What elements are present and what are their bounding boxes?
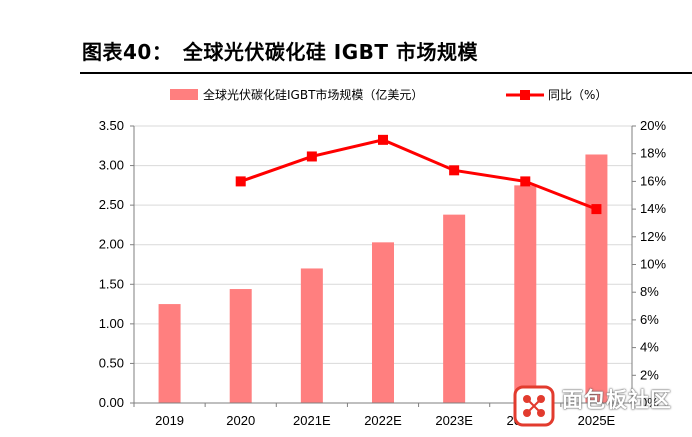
y-right-tick-label: 8% <box>640 284 659 299</box>
y-left-tick-label: 0.50 <box>99 355 124 370</box>
x-tick-label: 2020 <box>226 413 255 428</box>
bar-2024E <box>514 185 537 403</box>
y-right-tick-label: 16% <box>640 173 666 188</box>
growth-marker-2021E <box>306 151 317 162</box>
legend: 全球光伏碳化硅IGBT市场规模（亿美元） 同比（%） <box>170 87 607 102</box>
growth-marker-2020 <box>235 176 246 187</box>
y-right-tick-label: 10% <box>640 257 666 272</box>
legend-swatch-marker <box>520 90 530 100</box>
line-series <box>235 134 602 215</box>
legend-swatch-bar <box>170 89 198 100</box>
y-left-tick-label: 2.00 <box>99 237 124 252</box>
y-left-tick-label: 3.00 <box>99 158 124 173</box>
watermark-logo-icon <box>513 385 555 427</box>
legend-label-bar: 全球光伏碳化硅IGBT市场规模（亿美元） <box>203 87 423 102</box>
chart-title: 图表40： 全球光伏碳化硅 IGBT 市场规模 <box>82 40 479 64</box>
bar-2025E <box>585 154 608 403</box>
y-right-tick-label: 6% <box>640 312 659 327</box>
y-right-tick-label: 12% <box>640 229 666 244</box>
x-tick-label: 2019 <box>155 413 184 428</box>
gridlines <box>134 125 632 364</box>
bar-2023E <box>443 214 466 403</box>
y-right-tick-label: 0% <box>640 395 659 410</box>
legend-label-line: 同比（%） <box>548 88 607 102</box>
y-right-tick-label: 20% <box>640 118 666 133</box>
growth-marker-2022E <box>378 134 388 145</box>
x-tick-label: 2023E <box>435 413 473 428</box>
x-tick-label: 2025E <box>578 413 616 428</box>
bar-series <box>158 154 608 403</box>
x-tick-label: 2022E <box>364 413 402 428</box>
bar-2019 <box>158 304 181 403</box>
tick-labels: 0.00 0.50 1.00 1.50 2.00 2.50 3.00 3.50 0% 2% 4% 6%… <box>99 118 667 428</box>
growth-marker-2025E <box>591 204 602 215</box>
y-left-tick-label: 1.00 <box>99 316 124 331</box>
bar-2022E <box>372 242 394 403</box>
bar-2021E <box>300 268 323 403</box>
growth-line <box>240 138 597 211</box>
growth-marker-2024E <box>520 176 531 187</box>
y-right-tick-label: 18% <box>640 146 666 161</box>
watermark: 面包板社区 <box>510 382 692 430</box>
y-right-tick-label: 14% <box>640 201 666 216</box>
y-left-tick-label: 2.50 <box>99 197 124 212</box>
y-left-tick-label: 1.50 <box>99 276 124 291</box>
y-left-tick-label: 0.00 <box>99 395 124 410</box>
y-left-tick-label: 3.50 <box>99 118 124 133</box>
bar-2020 <box>229 289 252 403</box>
watermark-text: 面包板社区 <box>562 388 672 412</box>
growth-marker-2023E <box>449 165 460 176</box>
x-tick-label: 2021E <box>293 413 331 428</box>
y-right-tick-label: 2% <box>640 367 659 382</box>
title-underline <box>80 72 692 74</box>
y-right-tick-label: 4% <box>640 340 659 355</box>
